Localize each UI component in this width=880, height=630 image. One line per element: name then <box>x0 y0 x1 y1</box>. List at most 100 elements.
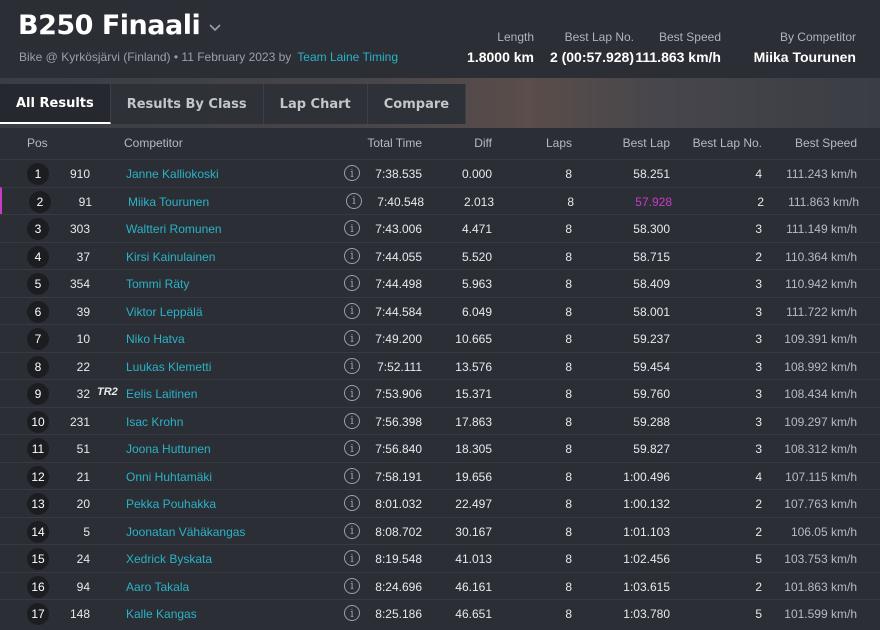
best-lap-no: 2 <box>757 194 764 209</box>
best-speed: 101.863 km/h <box>784 579 857 594</box>
table-row[interactable]: 12 21 Onni Huhtamäki i 7:58.191 19.656 8 1:00.4… <box>0 461 880 490</box>
best-lap: 58.001 <box>633 304 670 319</box>
bib-number: 303 <box>69 222 90 236</box>
competitor-link[interactable]: Viktor Leppälä <box>126 304 203 319</box>
info-icon[interactable]: i <box>344 605 360 621</box>
table-row[interactable]: 9 32 TR2 Eelis Laitinen i 7:53.906 15.371 8 59.7… <box>0 379 880 407</box>
info-icon[interactable]: i <box>344 220 360 236</box>
diff: 13.576 <box>455 359 492 374</box>
info-icon[interactable]: i <box>344 577 360 594</box>
table-row[interactable]: 8 22 Luukas Klemetti i 7:52.111 13.576 8 59.454… <box>0 351 880 380</box>
stat-by-competitor-value: Miika Tourunen <box>753 49 856 65</box>
diff: 4.471 <box>461 222 492 236</box>
position-badge: 5 <box>27 273 49 295</box>
header-best-lap[interactable]: Best Lap <box>622 136 670 150</box>
position-badge: 7 <box>27 328 49 350</box>
competitor-link[interactable]: Waltteri Romunen <box>126 222 222 236</box>
position-badge: 10 <box>27 410 49 433</box>
tab-all-results[interactable]: All Results <box>0 84 111 124</box>
laps: 8 <box>565 277 572 291</box>
title-row[interactable]: B250 Finaali <box>18 10 222 41</box>
tab-results-by-class[interactable]: Results By Class <box>110 84 264 124</box>
header-best-lap-no[interactable]: Best Lap No. <box>692 136 762 150</box>
competitor-link[interactable]: Kirsi Kainulainen <box>126 249 216 264</box>
info-icon[interactable]: i <box>344 385 360 401</box>
header-laps[interactable]: Laps <box>545 136 572 150</box>
info-icon[interactable]: i <box>344 440 360 456</box>
position-badge: 12 <box>27 465 49 488</box>
competitor-link[interactable]: Xedrick Byskata <box>126 552 213 566</box>
best-lap-no: 3 <box>755 332 762 346</box>
best-speed: 111.243 km/h <box>786 167 857 181</box>
position-badge: 2 <box>29 190 51 213</box>
table-row[interactable]: 17 148 Kalle Kangas i 8:25.186 46.651 8 1:03.78… <box>0 599 880 627</box>
best-lap-no: 2 <box>755 579 762 594</box>
info-icon[interactable]: i <box>344 302 360 319</box>
table-row[interactable]: 1 910 Janne Kalliokoski i 7:38.535 0.000 8 58.2… <box>0 159 880 187</box>
competitor-link[interactable]: Luukas Klemetti <box>126 359 212 374</box>
best-lap: 1:01.103 <box>623 524 670 539</box>
table-row[interactable]: 4 37 Kirsi Kainulainen i 7:44.055 5.520 8 58.71… <box>0 241 880 270</box>
header-pos[interactable]: Pos <box>27 136 48 150</box>
info-icon[interactable]: i <box>344 522 360 539</box>
info-icon[interactable]: i <box>344 412 360 429</box>
info-icon[interactable]: i <box>344 357 360 374</box>
table-row[interactable]: 14 5 Joonatan Vähäkangas i 8:08.702 30.167 8 1:… <box>0 516 880 545</box>
bib-number: 148 <box>69 607 90 621</box>
table-row[interactable]: 13 20 Pekka Pouhakka i 8:01.032 22.497 8 1:00.1… <box>0 489 880 517</box>
table-row[interactable]: 16 94 Aaro Takala i 8:24.696 46.161 8 1:03.615 2… <box>0 571 880 600</box>
table-row[interactable]: 5 354 Tommi Räty i 7:44.498 5.963 8 58.409 3 110.… <box>0 269 880 297</box>
position-badge: 4 <box>27 245 49 268</box>
tab-lap-chart[interactable]: Lap Chart <box>263 84 368 124</box>
total-time: 8:08.702 <box>375 524 422 539</box>
info-icon[interactable]: i <box>346 192 362 209</box>
competitor-link[interactable]: Onni Huhtamäki <box>126 469 213 484</box>
header-diff[interactable]: Diff <box>474 136 492 150</box>
chevron-down-icon[interactable] <box>208 21 222 35</box>
laps: 8 <box>565 167 572 181</box>
info-icon[interactable]: i <box>344 247 360 264</box>
best-lap-no: 3 <box>755 304 762 319</box>
competitor-link[interactable]: Kalle Kangas <box>126 607 197 621</box>
info-icon[interactable]: i <box>344 330 360 346</box>
competitor-link[interactable]: Joona Huttunen <box>126 442 211 456</box>
table-row[interactable]: 11 51 Joona Huttunen i 7:56.840 18.305 8 59.827… <box>0 434 880 462</box>
best-lap-no: 5 <box>755 607 762 621</box>
table-row[interactable]: 2 91 Miika Tourunen i 7:40.548 2.013 8 57.928 2 1… <box>0 186 880 214</box>
best-lap: 1:02.456 <box>623 552 670 566</box>
best-lap: 59.760 <box>633 387 670 401</box>
bib-number: 910 <box>69 167 90 181</box>
competitor-link[interactable]: Aaro Takala <box>126 579 190 594</box>
bib-number: 24 <box>76 552 90 566</box>
info-icon[interactable]: i <box>344 165 360 181</box>
best-speed: 108.434 km/h <box>784 387 857 401</box>
tab-compare[interactable]: Compare <box>367 84 467 124</box>
total-time: 7:56.840 <box>375 442 422 456</box>
table-row[interactable]: 10 231 Isac Krohn i 7:56.398 17.863 8 59.288 3 10… <box>0 406 880 435</box>
table-row[interactable]: 7 10 Niko Hatva i 7:49.200 10.665 8 59.237 3 109.… <box>0 324 880 352</box>
header-competitor[interactable]: Competitor <box>124 136 183 150</box>
table-row[interactable]: 15 24 Xedrick Byskata i 8:19.548 41.013 8 1:02.… <box>0 544 880 572</box>
competitor-link[interactable]: Miika Tourunen <box>128 194 210 209</box>
competitor-link[interactable]: Niko Hatva <box>126 332 185 346</box>
info-icon[interactable]: i <box>344 467 360 484</box>
competitor-link[interactable]: Janne Kalliokoski <box>126 167 219 181</box>
info-icon[interactable]: i <box>344 550 360 566</box>
page-title: B250 Finaali <box>18 10 201 41</box>
total-time: 7:38.535 <box>375 167 422 181</box>
info-icon[interactable]: i <box>344 495 360 511</box>
competitor-link[interactable]: Tommi Räty <box>126 277 190 291</box>
table-row[interactable]: 3 303 Waltteri Romunen i 7:43.006 4.471 8 58.30… <box>0 214 880 242</box>
info-icon[interactable]: i <box>344 275 360 291</box>
competitor-link[interactable]: Eelis Laitinen <box>126 387 198 401</box>
position-badge: 17 <box>27 603 49 625</box>
position-badge: 14 <box>27 520 49 543</box>
competitor-link[interactable]: Joonatan Vähäkangas <box>126 524 246 539</box>
table-row[interactable]: 6 39 Viktor Leppälä i 7:44.584 6.049 8 58.001 3 1… <box>0 296 880 325</box>
header-total-time[interactable]: Total Time <box>367 136 422 150</box>
header-best-speed[interactable]: Best Speed <box>794 136 857 150</box>
organizer-link[interactable]: Team Laine Timing <box>297 50 398 64</box>
competitor-link[interactable]: Pekka Pouhakka <box>126 497 217 511</box>
competitor-link[interactable]: Isac Krohn <box>126 414 184 429</box>
stat-best-speed-label: Best Speed <box>658 30 721 44</box>
